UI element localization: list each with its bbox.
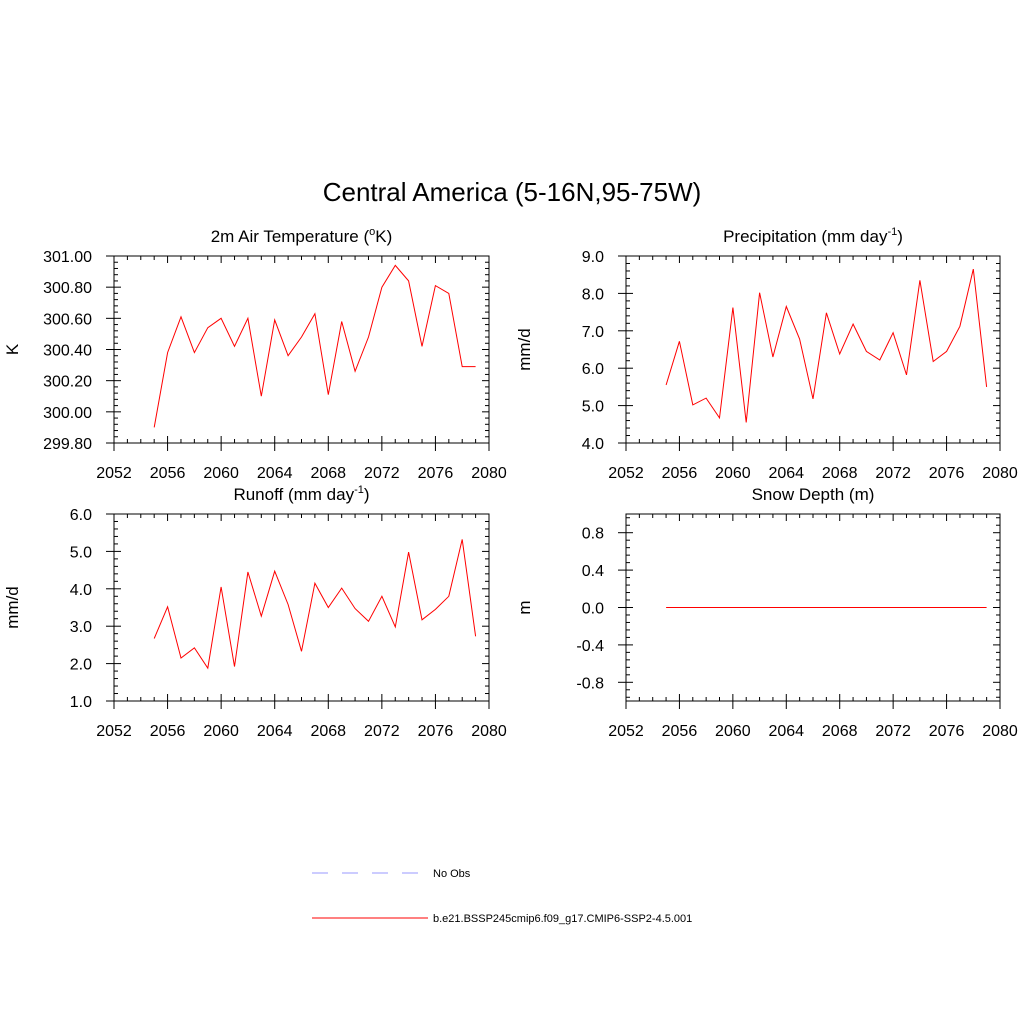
series-line bbox=[153, 539, 477, 670]
x-tick-label: 2052 bbox=[96, 723, 132, 740]
plot-frame bbox=[625, 255, 1001, 444]
x-tick-label: 2080 bbox=[471, 723, 507, 740]
x-tick-label: 2076 bbox=[929, 723, 965, 740]
y-tick-label: 299.80 bbox=[43, 436, 92, 453]
y-tick-label: 1.0 bbox=[70, 694, 92, 711]
y-tick-label: 6.0 bbox=[582, 361, 604, 378]
y-axis-label: mm/d bbox=[515, 328, 534, 371]
x-tick-label: 2068 bbox=[822, 723, 858, 740]
y-tick-label: 301.00 bbox=[43, 249, 92, 266]
y-tick-label: 6.0 bbox=[70, 507, 92, 524]
x-tick-label: 2060 bbox=[203, 465, 239, 482]
x-tick-label: 2056 bbox=[150, 723, 186, 740]
y-tick-label: 300.60 bbox=[43, 311, 92, 328]
x-tick-label: 2072 bbox=[875, 723, 911, 740]
series-line bbox=[153, 264, 476, 428]
legend-entry-1: No Obs bbox=[312, 868, 471, 880]
x-tick-label: 2064 bbox=[768, 723, 804, 740]
plot-frame bbox=[113, 255, 490, 444]
legend: No Obs b.e21.BSSP245cmip6.f09_g17.CMIP6-S… bbox=[312, 868, 692, 925]
panel-title: Snow Depth (m) bbox=[752, 485, 875, 504]
panel-4: Snow Depth (m) m 2052 2056 2060 2064 2068 2072 2… bbox=[515, 485, 1018, 740]
panel-title: Runoff (mm day-1) bbox=[233, 484, 369, 504]
panel-1: 2m Air Temperature (oK) K 2052 2056 2060 2064… bbox=[3, 226, 507, 482]
y-tick-label: 300.40 bbox=[43, 343, 92, 360]
legend-label: No Obs bbox=[433, 868, 471, 880]
series-line bbox=[665, 268, 988, 423]
x-tick-label: 2060 bbox=[203, 723, 239, 740]
x-tick-label: 2072 bbox=[364, 465, 400, 482]
y-tick-label: 300.00 bbox=[43, 405, 92, 422]
plot-frame bbox=[113, 513, 490, 702]
y-tick-label: 7.0 bbox=[582, 324, 604, 341]
y-tick-label: 300.20 bbox=[43, 374, 92, 391]
y-tick-label: 2.0 bbox=[70, 657, 92, 674]
x-tick-label: 2076 bbox=[418, 465, 454, 482]
x-tick-label: 2060 bbox=[715, 465, 751, 482]
y-axis-label: m bbox=[515, 600, 534, 614]
x-tick-label: 2056 bbox=[662, 723, 698, 740]
y-tick-label: 4.0 bbox=[70, 582, 92, 599]
y-tick-label: 9.0 bbox=[582, 249, 604, 266]
y-axis-label: mm/d bbox=[3, 586, 22, 629]
x-tick-label: 2052 bbox=[608, 465, 644, 482]
y-tick-label: 300.80 bbox=[43, 280, 92, 297]
x-tick-label: 2060 bbox=[715, 723, 751, 740]
y-tick-label: 5.0 bbox=[582, 399, 604, 416]
y-tick-label: -0.4 bbox=[576, 638, 604, 655]
y-tick-label: 0.8 bbox=[582, 526, 604, 543]
x-tick-label: 2068 bbox=[310, 465, 346, 482]
x-tick-label: 2072 bbox=[364, 723, 400, 740]
y-tick-label: -0.8 bbox=[576, 675, 604, 692]
x-tick-label: 2080 bbox=[982, 723, 1018, 740]
y-tick-label: 0.4 bbox=[582, 563, 604, 580]
chart-panels: 2m Air Temperature (oK) K 2052 2056 2060 2064… bbox=[3, 226, 1018, 740]
x-tick-label: 2052 bbox=[608, 723, 644, 740]
legend-entry-2: b.e21.BSSP245cmip6.f09_g17.CMIP6-SSP2-4.… bbox=[312, 913, 692, 925]
panel-title: Precipitation (mm day-1) bbox=[723, 226, 903, 246]
y-tick-label: 0.0 bbox=[582, 601, 604, 618]
x-tick-label: 2052 bbox=[96, 465, 132, 482]
legend-label: b.e21.BSSP245cmip6.f09_g17.CMIP6-SSP2-4.… bbox=[433, 913, 692, 925]
x-tick-label: 2080 bbox=[982, 465, 1018, 482]
x-tick-label: 2064 bbox=[257, 723, 293, 740]
y-tick-label: 8.0 bbox=[582, 286, 604, 303]
y-axis-label: K bbox=[3, 343, 22, 355]
x-tick-label: 2064 bbox=[257, 465, 293, 482]
y-tick-label: 4.0 bbox=[582, 436, 604, 453]
x-tick-label: 2080 bbox=[471, 465, 507, 482]
x-tick-label: 2068 bbox=[310, 723, 346, 740]
panel-2: Precipitation (mm day-1) mm/d 2052 2056 2060… bbox=[515, 226, 1018, 482]
page-title: Central America (5-16N,95-75W) bbox=[323, 177, 702, 207]
x-tick-label: 2076 bbox=[418, 723, 454, 740]
y-tick-label: 5.0 bbox=[70, 544, 92, 561]
panel-3: Runoff (mm day-1) mm/d 2052 2056 2060 2064 206… bbox=[3, 484, 507, 740]
x-tick-label: 2064 bbox=[768, 465, 804, 482]
panel-title: 2m Air Temperature (oK) bbox=[211, 226, 393, 246]
x-tick-label: 2072 bbox=[875, 465, 911, 482]
x-tick-label: 2076 bbox=[929, 465, 965, 482]
x-tick-label: 2056 bbox=[150, 465, 186, 482]
x-tick-label: 2068 bbox=[822, 465, 858, 482]
y-tick-label: 3.0 bbox=[70, 619, 92, 636]
x-tick-label: 2056 bbox=[662, 465, 698, 482]
